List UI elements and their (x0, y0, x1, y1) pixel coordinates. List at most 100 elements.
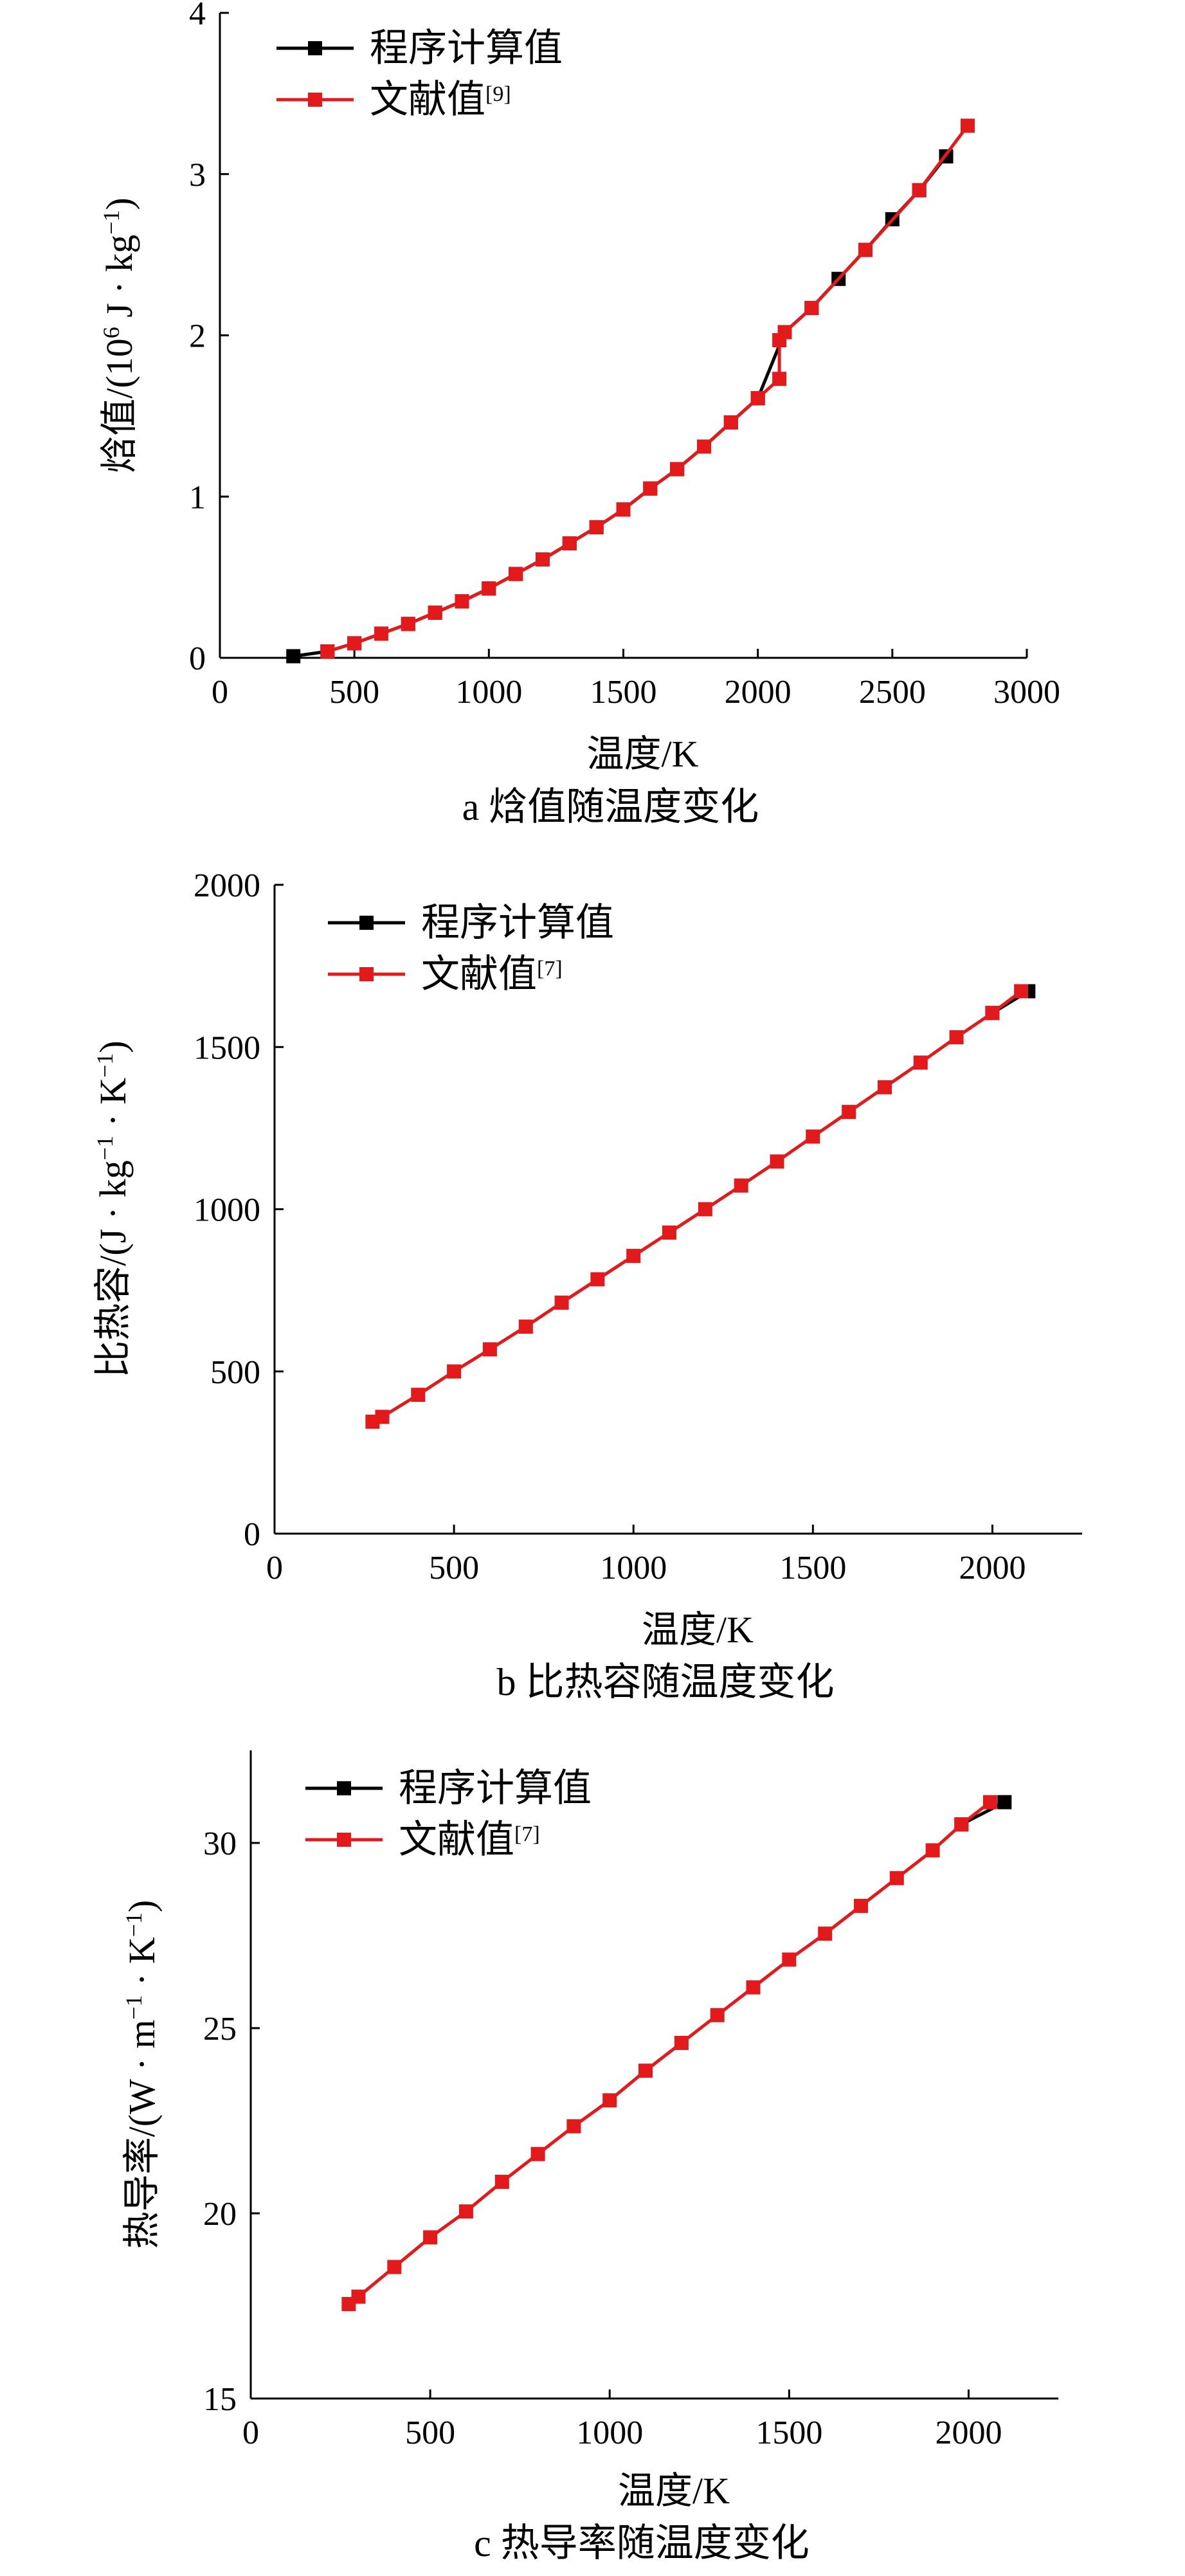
data-point-literature (723, 415, 738, 430)
legend-label-citation: [9] (485, 82, 511, 106)
data-point-literature (925, 1843, 940, 1858)
series-line-calculated (293, 155, 948, 658)
x-tick-label: 1000 (576, 2415, 643, 2451)
legend-marker (359, 967, 374, 981)
data-point-literature (351, 2289, 366, 2304)
data-point-literature (734, 1178, 748, 1193)
legend-label: 程序计算值 (370, 27, 563, 69)
y-axis-label-part: · K (92, 1078, 134, 1136)
data-point-literature (375, 1410, 390, 1424)
y-tick-label: 20 (203, 2196, 237, 2233)
data-point-literature (536, 552, 550, 567)
data-point-literature (1014, 984, 1029, 999)
legend-label-name: 程序计算值 (399, 1767, 592, 1810)
data-point-literature (662, 1225, 676, 1240)
legend-label-name: 程序计算值 (421, 902, 614, 944)
data-point-literature (982, 1795, 997, 1810)
chart-panel-b: 0 500 1000 1500 2000 0 500 1000 1500 2000 温度/K 比热容/… (92, 867, 1082, 1703)
legend-label-name: 文献值 (421, 953, 537, 995)
data-point-literature (602, 2093, 617, 2108)
y-tick-label: 2000 (194, 867, 260, 904)
data-point-literature (985, 1006, 1000, 1020)
legend-marker (308, 93, 322, 107)
y-axis-label-superscript: −1 (98, 210, 124, 235)
data-point-literature (374, 626, 388, 641)
y-tick-label: 3 (189, 157, 206, 194)
data-point-literature (818, 1927, 833, 1941)
panel-caption: a 焓值随温度变化 (462, 786, 759, 828)
y-axis-label-superscript: −1 (92, 1136, 118, 1160)
data-point-literature (562, 536, 577, 550)
data-point-literature (746, 1980, 761, 1995)
y-axis-label: 焓值/(106 J · kg−1) (98, 197, 140, 473)
data-point-literature (518, 1320, 533, 1334)
legend-marker (308, 41, 322, 55)
data-point-literature (482, 1342, 497, 1357)
legend-marker (337, 1781, 351, 1795)
y-tick-label: 2 (189, 318, 206, 355)
y-axis-label-part: ) (92, 1040, 134, 1053)
x-tick-label: 1000 (600, 1550, 667, 1586)
y-axis-label-part: 热导率/(W · m (121, 2020, 163, 2249)
legend-label-name: 文献值 (370, 78, 485, 121)
x-tick-label: 500 (329, 674, 379, 711)
x-axis-label: 温度/K (586, 733, 698, 775)
data-point-literature (949, 1030, 964, 1045)
data-point-literature (912, 183, 927, 197)
y-axis-label-superscript: −1 (121, 1995, 147, 2019)
panel-caption: c 热导率随温度变化 (474, 2522, 810, 2564)
legend-label: 文献值[7] (421, 953, 563, 995)
data-point-literature (638, 2064, 653, 2078)
panel-caption: b 比热容随温度变化 (497, 1661, 835, 1703)
data-point-literature (710, 2008, 725, 2022)
data-point-literature (387, 2260, 402, 2274)
x-tick-label: 1500 (590, 674, 657, 711)
data-point-literature (777, 325, 792, 340)
x-tick-label: 2000 (959, 1550, 1026, 1586)
legend-label-name: 程序计算值 (370, 27, 563, 69)
data-point-literature (554, 1295, 569, 1310)
x-tick-label: 3000 (993, 674, 1060, 711)
data-point-literature (889, 1871, 904, 1885)
x-axis-label: 温度/K (618, 2470, 730, 2512)
data-point-literature (858, 242, 873, 257)
y-tick-label: 15 (203, 2381, 237, 2418)
data-point-literature (616, 502, 631, 517)
data-point-literature (782, 1952, 797, 1967)
y-axis-label-part: · K (121, 1937, 163, 1995)
y-axis-label: 热导率/(W · m−1 · K−1) (121, 1900, 163, 2249)
y-axis-label-part: 比热容/(J · kg (92, 1160, 134, 1377)
data-point-literature (494, 2175, 509, 2189)
x-tick-label: 0 (212, 674, 228, 711)
legend-label: 程序计算值 (421, 902, 614, 944)
data-point-literature (509, 567, 523, 581)
x-tick-label: 500 (429, 1550, 479, 1586)
data-point-literature (913, 1055, 928, 1070)
data-point-literature (347, 636, 362, 651)
y-axis-label-part: 焓值/(10 (98, 338, 140, 473)
legend-marker (337, 1833, 351, 1847)
legend-label-name: 文献值 (399, 1819, 514, 1861)
y-tick-label: 0 (244, 1516, 260, 1553)
y-axis-label-superscript: 6 (98, 327, 124, 338)
data-point-literature (423, 2230, 438, 2245)
data-point-literature (530, 2146, 545, 2161)
x-tick-label: 1500 (779, 1550, 846, 1586)
x-axis-label: 温度/K (642, 1609, 754, 1651)
data-point-literature (447, 1364, 462, 1379)
y-tick-label: 1500 (194, 1029, 260, 1066)
x-tick-label: 500 (405, 2415, 455, 2451)
y-axis-label-part: ) (98, 197, 140, 210)
data-point-literature (806, 1129, 820, 1144)
x-tick-label: 2000 (725, 674, 792, 711)
data-point-calculated (997, 1795, 1012, 1810)
legend-label: 程序计算值 (399, 1767, 592, 1810)
legend-label: 文献值[9] (370, 78, 511, 121)
y-tick-label: 4 (189, 0, 206, 32)
x-tick-label: 0 (266, 1550, 283, 1586)
y-tick-label: 500 (210, 1354, 260, 1391)
y-tick-label: 1000 (194, 1192, 260, 1229)
